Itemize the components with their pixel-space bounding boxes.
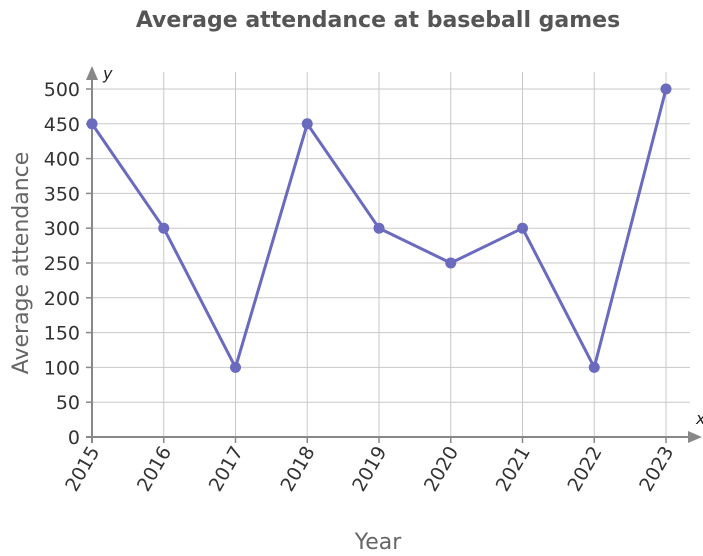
x-axis-arrow (688, 431, 702, 443)
data-point (588, 361, 600, 373)
y-axis-label: Average attendance (9, 152, 34, 375)
grid (92, 72, 690, 437)
x-tick-label: 2015 (61, 443, 104, 496)
axes (86, 66, 702, 443)
x-tick-label: 2021 (492, 443, 535, 496)
y-tick-label: 0 (68, 427, 80, 449)
y-tick-label: 350 (44, 183, 80, 205)
chart-title: Average attendance at baseball games (136, 8, 620, 33)
x-axis-label: Year (354, 530, 403, 555)
x-tick-label: 2017 (205, 443, 248, 496)
x-tick-labels: 2015 2016 2017 2018 2019 2020 2021 2022 2023 (61, 443, 678, 496)
y-tick-labels: 0 50 100 150 200 250 300 350 400 450 500 (44, 79, 80, 449)
data-point (373, 222, 385, 234)
y-tick-label: 200 (44, 288, 80, 310)
data-point (158, 222, 170, 234)
x-tick-label: 2020 (420, 443, 463, 496)
x-tick-label: 2019 (348, 443, 391, 496)
data-point (86, 118, 98, 130)
y-tick-label: 450 (44, 114, 80, 136)
y-axis-letter: y (102, 64, 113, 83)
data-point (230, 361, 241, 373)
data-point (445, 257, 457, 269)
x-tick-label: 2016 (133, 443, 176, 496)
y-tick-label: 150 (44, 323, 80, 345)
y-tick-label: 500 (44, 79, 80, 101)
x-tick-label: 2023 (635, 443, 678, 496)
data-point (660, 83, 672, 95)
y-tick-label: 100 (44, 357, 80, 379)
x-tick-label: 2018 (276, 443, 319, 496)
data-point (517, 222, 528, 234)
y-axis-arrow (86, 66, 98, 80)
series (86, 83, 672, 373)
y-tick-label: 50 (56, 392, 80, 414)
x-axis-letter: x (695, 409, 703, 428)
y-tick-label: 400 (44, 149, 80, 171)
data-point (301, 118, 313, 130)
y-tick-label: 300 (44, 218, 80, 240)
x-tick-label: 2022 (563, 443, 606, 496)
y-tick-label: 250 (44, 253, 80, 275)
